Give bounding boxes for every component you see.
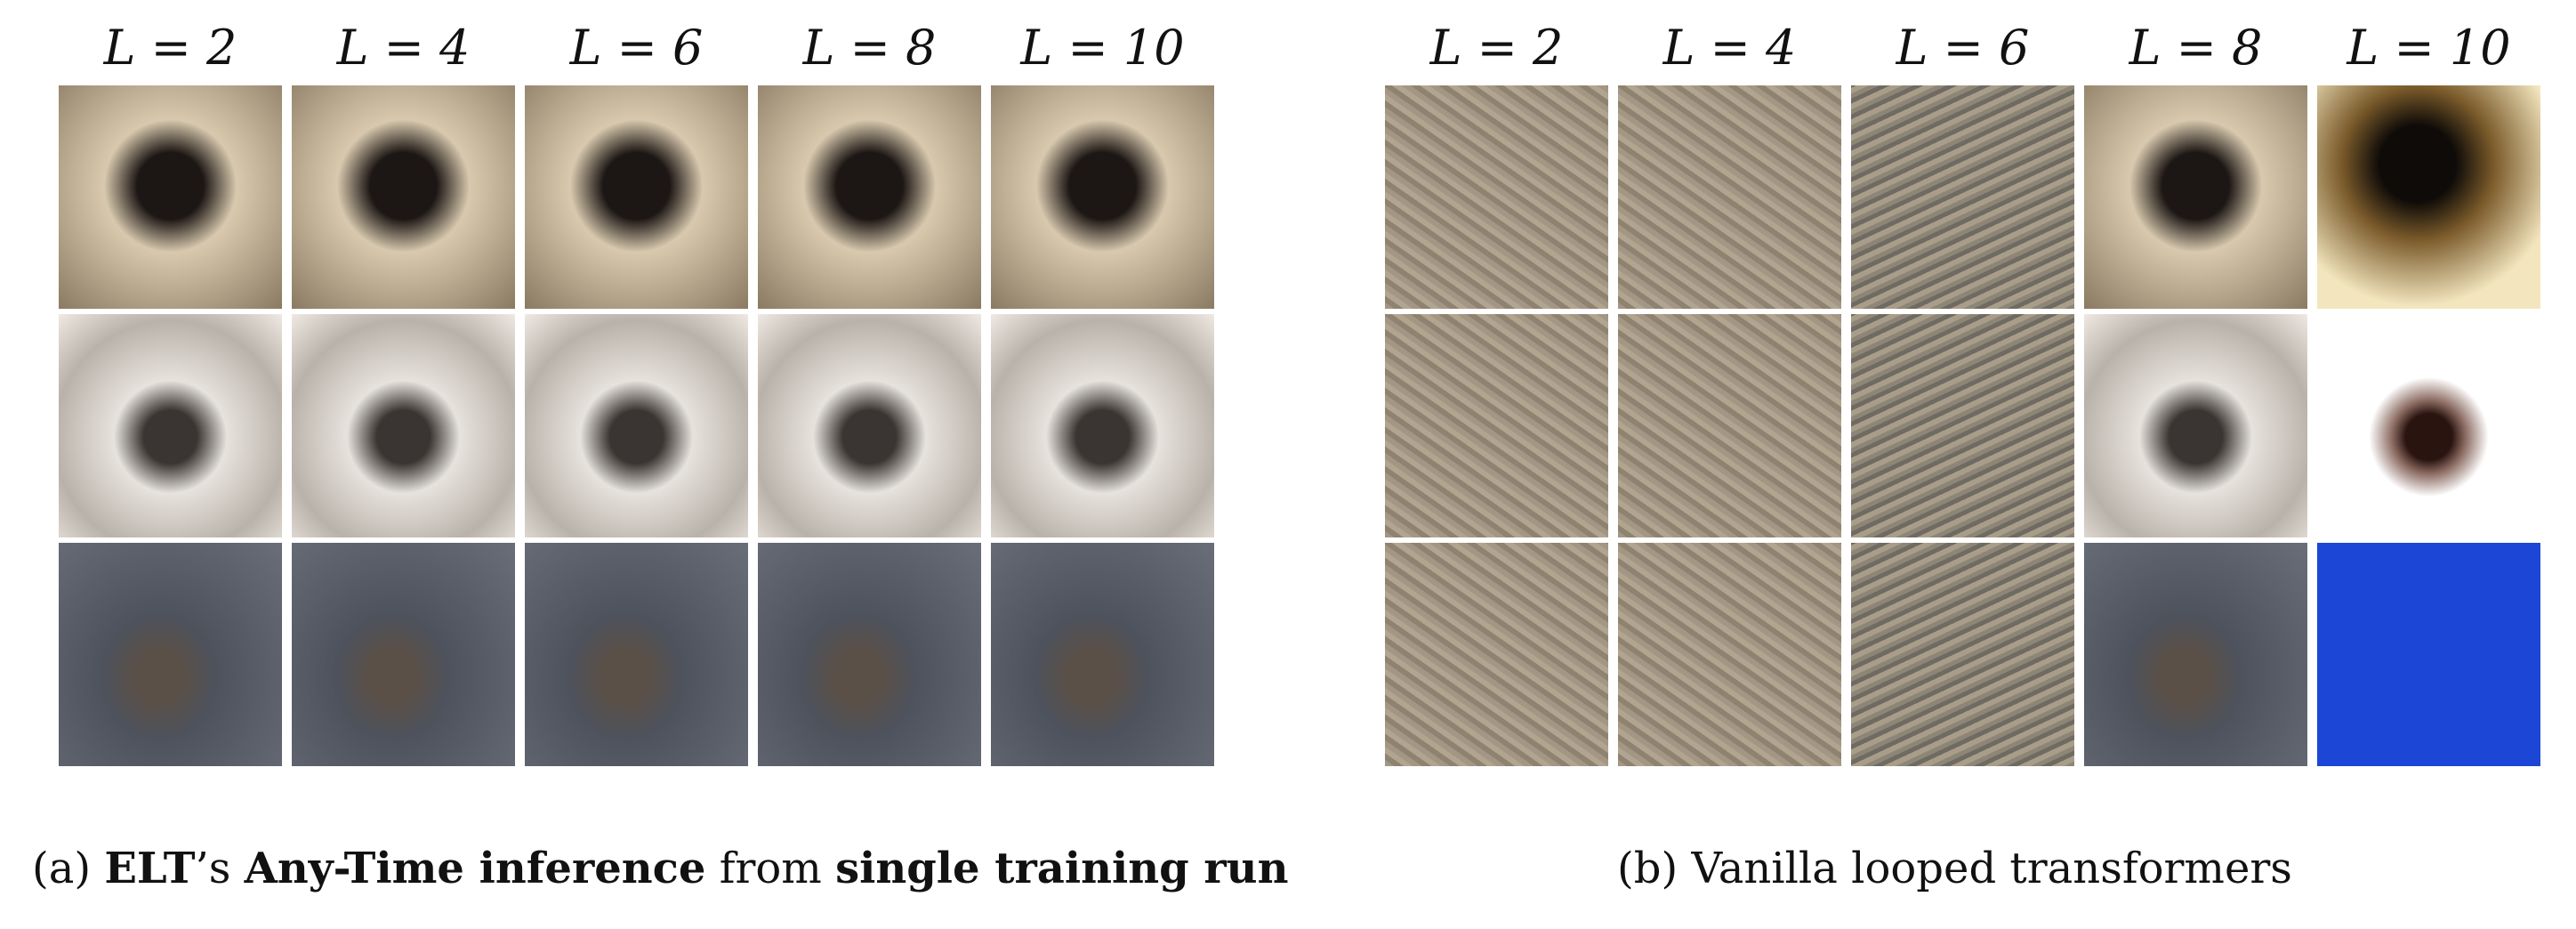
caption-bold: Any-Time inference (244, 844, 706, 893)
image-tile (2317, 543, 2540, 766)
column-header: L = 2 (103, 20, 237, 76)
image-tile (1618, 85, 1841, 309)
caption-text: from (705, 844, 836, 893)
image-tile (1851, 85, 2074, 309)
caption-b: (b) Vanilla looped transformers (1617, 844, 2292, 893)
column-header: L = 6 (569, 20, 704, 76)
image-tile (2084, 543, 2307, 766)
image-tile (758, 543, 981, 766)
column-header: L = 10 (2347, 20, 2511, 76)
image-tile (1851, 543, 2074, 766)
image-tile (1851, 314, 2074, 537)
image-tile (1618, 314, 1841, 537)
caption-a: (a) ELT’s Any-Time inference from single… (32, 844, 1288, 893)
column-header: L = 8 (802, 20, 937, 76)
image-tile (991, 314, 1214, 537)
image-tile (1385, 314, 1608, 537)
image-tile (292, 314, 515, 537)
image-tile (2084, 314, 2307, 537)
image-tile (991, 543, 1214, 766)
caption-text: (a) (32, 844, 105, 893)
image-tile (2084, 85, 2307, 309)
image-tile (292, 543, 515, 766)
column-header: L = 2 (1429, 20, 1564, 76)
image-tile (1618, 543, 1841, 766)
column-header: L = 4 (1662, 20, 1797, 76)
image-tile (59, 543, 282, 766)
image-tile (758, 314, 981, 537)
image-tile (1385, 543, 1608, 766)
caption-text: ’s (195, 844, 245, 893)
image-tile (525, 85, 748, 309)
image-tile (525, 314, 748, 537)
column-header: L = 6 (1896, 20, 2030, 76)
image-tile (2317, 85, 2540, 309)
column-header: L = 8 (2129, 20, 2263, 76)
image-tile (59, 314, 282, 537)
caption-bold: ELT (104, 844, 196, 893)
image-tile (525, 543, 748, 766)
image-tile (59, 85, 282, 309)
caption-bold: single training run (835, 844, 1289, 893)
image-tile (292, 85, 515, 309)
image-tile (2317, 314, 2540, 537)
image-tile (758, 85, 981, 309)
image-tile (991, 85, 1214, 309)
image-tile (1385, 85, 1608, 309)
column-header: L = 4 (336, 20, 471, 76)
caption-text: (b) Vanilla looped transformers (1617, 844, 2292, 893)
column-header: L = 10 (1020, 20, 1185, 76)
